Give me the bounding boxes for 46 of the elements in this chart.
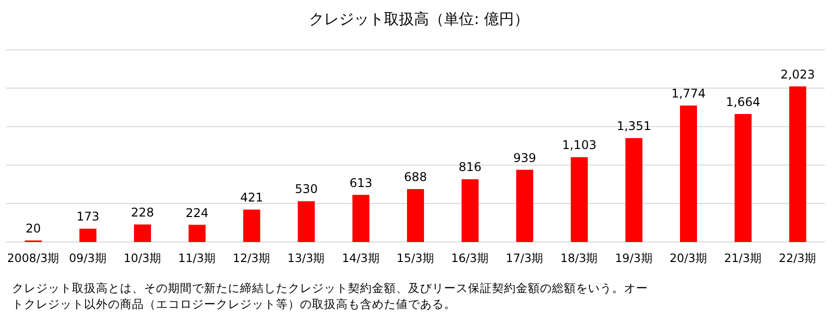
x-tick-label: 15/3期 [396, 251, 434, 265]
x-tick-label: 21/3期 [724, 251, 762, 265]
bar [570, 157, 588, 242]
data-label: 1,351 [616, 119, 652, 134]
data-label: 1,774 [671, 86, 706, 101]
data-label: 1,664 [726, 95, 760, 110]
data-label: 224 [186, 206, 209, 220]
x-tick-label: 20/3期 [670, 251, 708, 265]
data-label: 939 [513, 150, 536, 165]
x-tick-label: 10/3期 [124, 251, 162, 265]
x-tick-label: 19/3期 [614, 251, 653, 265]
data-label: 228 [131, 205, 154, 220]
chart-title: クレジット取扱高（単位: 億円） [309, 10, 529, 28]
x-tick-label: 22/3期 [778, 251, 817, 265]
x-tick-label: 12/3期 [232, 251, 271, 265]
x-tick-label: 09/3期 [68, 251, 107, 265]
x-tick-label: 16/3期 [451, 251, 490, 265]
text: クレジット取扱高とは、その期間で新たに締結したクレジット契約金額、及びリース保証契約金額の総額をいう。オートクレジット以外の商品（エコロジークレジット等）の取扱高も含めた値である。 [12, 280, 649, 312]
x-tick-label: 11/3期 [178, 251, 216, 265]
data-label: 688 [404, 170, 427, 184]
data-label: 530 [294, 182, 318, 196]
data-label: 20 [26, 221, 41, 236]
bar [516, 170, 534, 242]
bar [352, 194, 370, 242]
bar [407, 189, 424, 242]
bar [789, 86, 806, 242]
data-label: 613 [349, 176, 372, 190]
bar [134, 224, 151, 242]
data-label: 816 [458, 160, 482, 174]
bar [734, 114, 752, 242]
x-tick-label: 18/3期 [560, 251, 598, 265]
bar [79, 228, 96, 242]
x-tick-label: 14/3期 [342, 251, 380, 265]
bar [625, 138, 642, 242]
bar [680, 106, 697, 242]
bar [188, 224, 206, 242]
x-tick-label: 17/3期 [506, 251, 544, 265]
bar [298, 201, 315, 242]
x-tick-label: 2008/3期 [7, 251, 60, 265]
x-tick-label: 13/3期 [287, 251, 326, 265]
bar [462, 179, 479, 242]
bar [243, 210, 260, 242]
data-label: 2,023 [780, 67, 815, 82]
data-label: 173 [76, 210, 100, 224]
data-label: 1,103 [562, 138, 596, 152]
data-label: 421 [240, 190, 264, 205]
